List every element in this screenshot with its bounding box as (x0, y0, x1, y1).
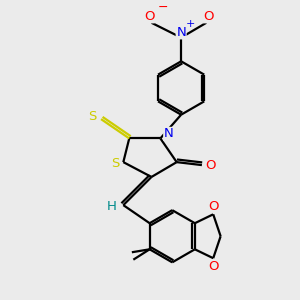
Text: O: O (208, 200, 219, 212)
Text: S: S (88, 110, 96, 123)
Text: S: S (111, 157, 119, 170)
Text: N: N (164, 128, 174, 140)
Text: O: O (205, 159, 215, 172)
Text: N: N (176, 26, 186, 39)
Text: H: H (107, 200, 117, 213)
Text: O: O (208, 260, 219, 273)
Text: O: O (203, 10, 214, 23)
Text: +: + (186, 19, 195, 29)
Text: O: O (144, 10, 154, 23)
Text: −: − (158, 1, 168, 14)
